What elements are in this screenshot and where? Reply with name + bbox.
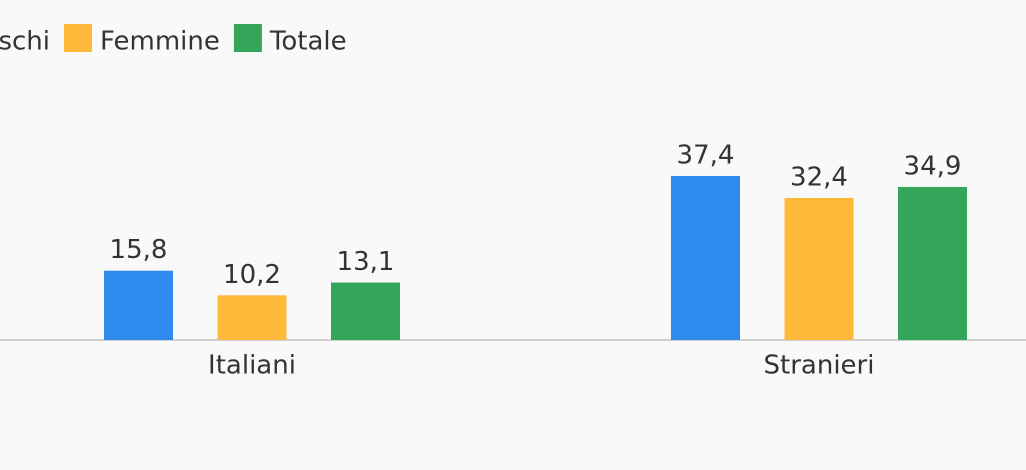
legend-label: Maschi (0, 27, 50, 57)
bar (331, 282, 400, 340)
bar (784, 197, 854, 340)
bar (671, 176, 740, 340)
legend-swatch (64, 24, 92, 52)
bar (217, 295, 287, 340)
x-tick-label: Stranieri (764, 351, 875, 381)
value-label: 34,9 (904, 151, 962, 181)
legend-label: Femmine (100, 27, 220, 57)
bar (104, 270, 173, 340)
value-label: 15,8 (110, 235, 168, 265)
x-tick-label: Italiani (208, 351, 296, 381)
value-label: 13,1 (337, 247, 395, 277)
value-label: 37,4 (677, 141, 735, 171)
legend-label: Totale (269, 27, 347, 57)
value-label: 10,2 (223, 260, 281, 290)
value-label: 32,4 (790, 162, 848, 192)
legend-swatch (233, 24, 262, 52)
bar (898, 186, 967, 340)
